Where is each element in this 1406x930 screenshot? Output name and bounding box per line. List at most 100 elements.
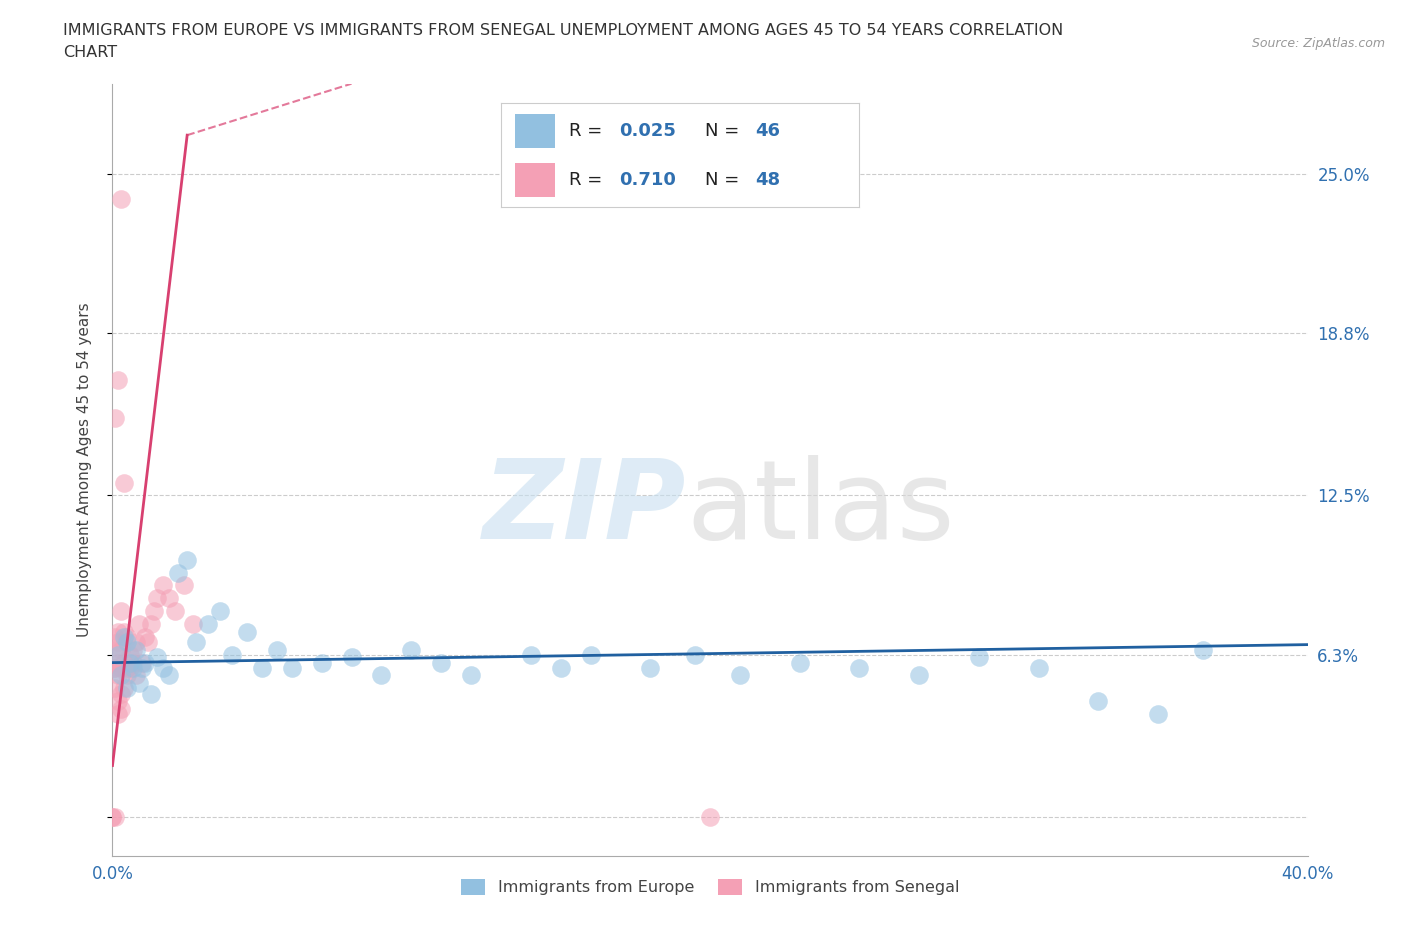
Point [107,647,129,662]
Point [430,655,453,670]
Point [579,647,602,662]
Point [107,694,129,709]
Point [104,630,127,644]
Point [104,681,127,696]
Point [107,372,129,387]
Point [460,668,482,683]
Point [167,565,190,580]
Point [110,701,132,716]
Point [550,660,572,675]
Point [122,655,145,670]
Point [114,630,135,644]
Point [311,655,333,670]
Point [104,643,127,658]
Point [640,660,662,675]
Point [281,660,304,675]
Text: CHART: CHART [63,45,117,60]
Point [120,655,142,670]
Point [117,660,139,675]
Point [197,617,219,631]
Point [1087,694,1109,709]
Text: IMMIGRANTS FROM EUROPE VS IMMIGRANTS FROM SENEGAL UNEMPLOYMENT AMONG AGES 45 TO : IMMIGRANTS FROM EUROPE VS IMMIGRANTS FRO… [63,23,1063,38]
Point [107,707,129,722]
Point [401,643,423,658]
Point [1192,643,1215,658]
Point [114,475,135,490]
Point [117,668,139,683]
Point [221,647,243,662]
Point [128,676,150,691]
Point [122,643,145,658]
Point [107,655,129,670]
Point [699,809,721,825]
Point [848,660,870,675]
Point [110,668,132,683]
Point [146,591,169,605]
Point [117,681,139,696]
Point [236,624,259,639]
Point [101,809,124,825]
Point [134,630,156,644]
Point [122,660,145,675]
Point [104,411,127,426]
Point [107,668,129,683]
Point [186,634,208,649]
Point [107,624,129,639]
Point [173,578,195,593]
Point [114,681,135,696]
Point [1028,660,1050,675]
Point [138,634,160,649]
Point [209,604,232,618]
Point [114,624,135,639]
Point [789,655,811,670]
Point [110,643,132,658]
Text: Source: ZipAtlas.com: Source: ZipAtlas.com [1251,37,1385,50]
Point [110,192,132,206]
Point [157,668,180,683]
Point [520,647,543,662]
Text: ZIP: ZIP [482,455,686,562]
Legend: Immigrants from Europe, Immigrants from Senegal: Immigrants from Europe, Immigrants from … [454,872,966,902]
Point [250,660,273,675]
Point [266,643,288,658]
Point [165,604,187,618]
Point [110,686,132,701]
Point [152,660,174,675]
Point [125,643,148,658]
Point [131,655,153,670]
Point [141,686,163,701]
Y-axis label: Unemployment Among Ages 45 to 54 years: Unemployment Among Ages 45 to 54 years [77,302,91,637]
Point [340,650,363,665]
Point [683,647,706,662]
Point [134,655,156,670]
Point [107,634,129,649]
Point [141,617,163,631]
Point [967,650,990,665]
Point [117,630,139,644]
Point [117,634,139,649]
Point [125,668,148,683]
Point [125,634,148,649]
Point [370,668,392,683]
Point [114,655,135,670]
Point [110,604,132,618]
Point [176,552,198,567]
Point [103,660,125,675]
Point [728,668,751,683]
Point [128,617,150,631]
Point [104,660,127,675]
Point [120,660,142,675]
Point [152,578,174,593]
Point [181,617,204,631]
Point [908,668,931,683]
Point [157,591,180,605]
Point [146,650,169,665]
Text: atlas: atlas [686,455,955,562]
Point [120,647,142,662]
Point [101,809,124,825]
Point [110,660,132,675]
Point [104,809,127,825]
Point [143,604,166,618]
Point [131,660,153,675]
Point [1147,707,1170,722]
